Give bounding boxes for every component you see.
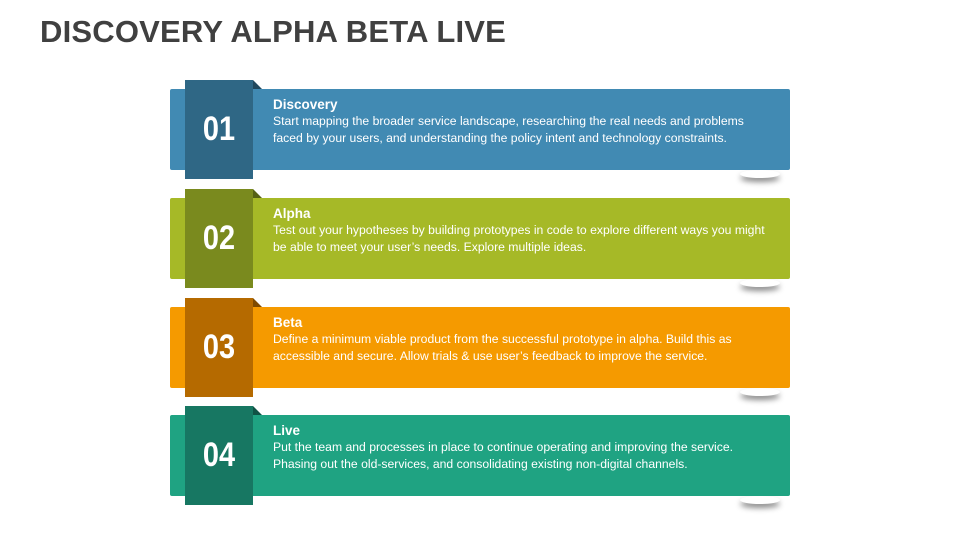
number-block [185, 189, 253, 288]
step-live: 04 Live Put the team and processes in pl… [170, 406, 790, 505]
band-shadow [740, 388, 780, 396]
step-number: 01 [202, 110, 236, 148]
step-heading: Live [273, 423, 301, 438]
step-text: Beta Define a minimum viable product fro… [273, 314, 773, 365]
step-text: Discovery Start mapping the broader serv… [273, 96, 773, 147]
number-block [185, 80, 253, 179]
step-text: Alpha Test out your hypotheses by buildi… [273, 205, 773, 256]
step-number: 02 [202, 219, 236, 257]
step-band [170, 307, 790, 388]
fold-corner [253, 406, 262, 415]
step-band [170, 415, 790, 496]
slide-title: DISCOVERY ALPHA BETA LIVE [40, 14, 507, 49]
step-alpha: 02 Alpha Test out your hypotheses by bui… [170, 189, 790, 288]
fold-corner [253, 80, 262, 89]
step-heading: Beta [273, 315, 303, 330]
step-band [170, 89, 790, 170]
band-shadow [740, 496, 780, 504]
band-shadow [740, 279, 780, 287]
number-block [185, 298, 253, 397]
step-band [170, 198, 790, 279]
step-body: Put the team and processes in place to c… [273, 440, 734, 471]
fold-corner [253, 298, 262, 307]
step-body: Start mapping the broader service landsc… [273, 114, 744, 145]
step-number: 03 [202, 328, 236, 366]
step-body: Test out your hypotheses by building pro… [273, 223, 765, 254]
fold-corner [253, 189, 262, 198]
step-discovery: 01 Discovery Start mapping the broader s… [170, 80, 790, 179]
step-beta: 03 Beta Define a minimum viable product … [170, 298, 790, 397]
step-heading: Alpha [273, 206, 311, 221]
band-shadow [740, 170, 780, 178]
step-body: Define a minimum viable product from the… [273, 332, 732, 363]
number-block [185, 406, 253, 505]
step-number: 04 [202, 436, 236, 474]
step-text: Live Put the team and processes in place… [273, 422, 773, 473]
step-heading: Discovery [273, 97, 338, 112]
